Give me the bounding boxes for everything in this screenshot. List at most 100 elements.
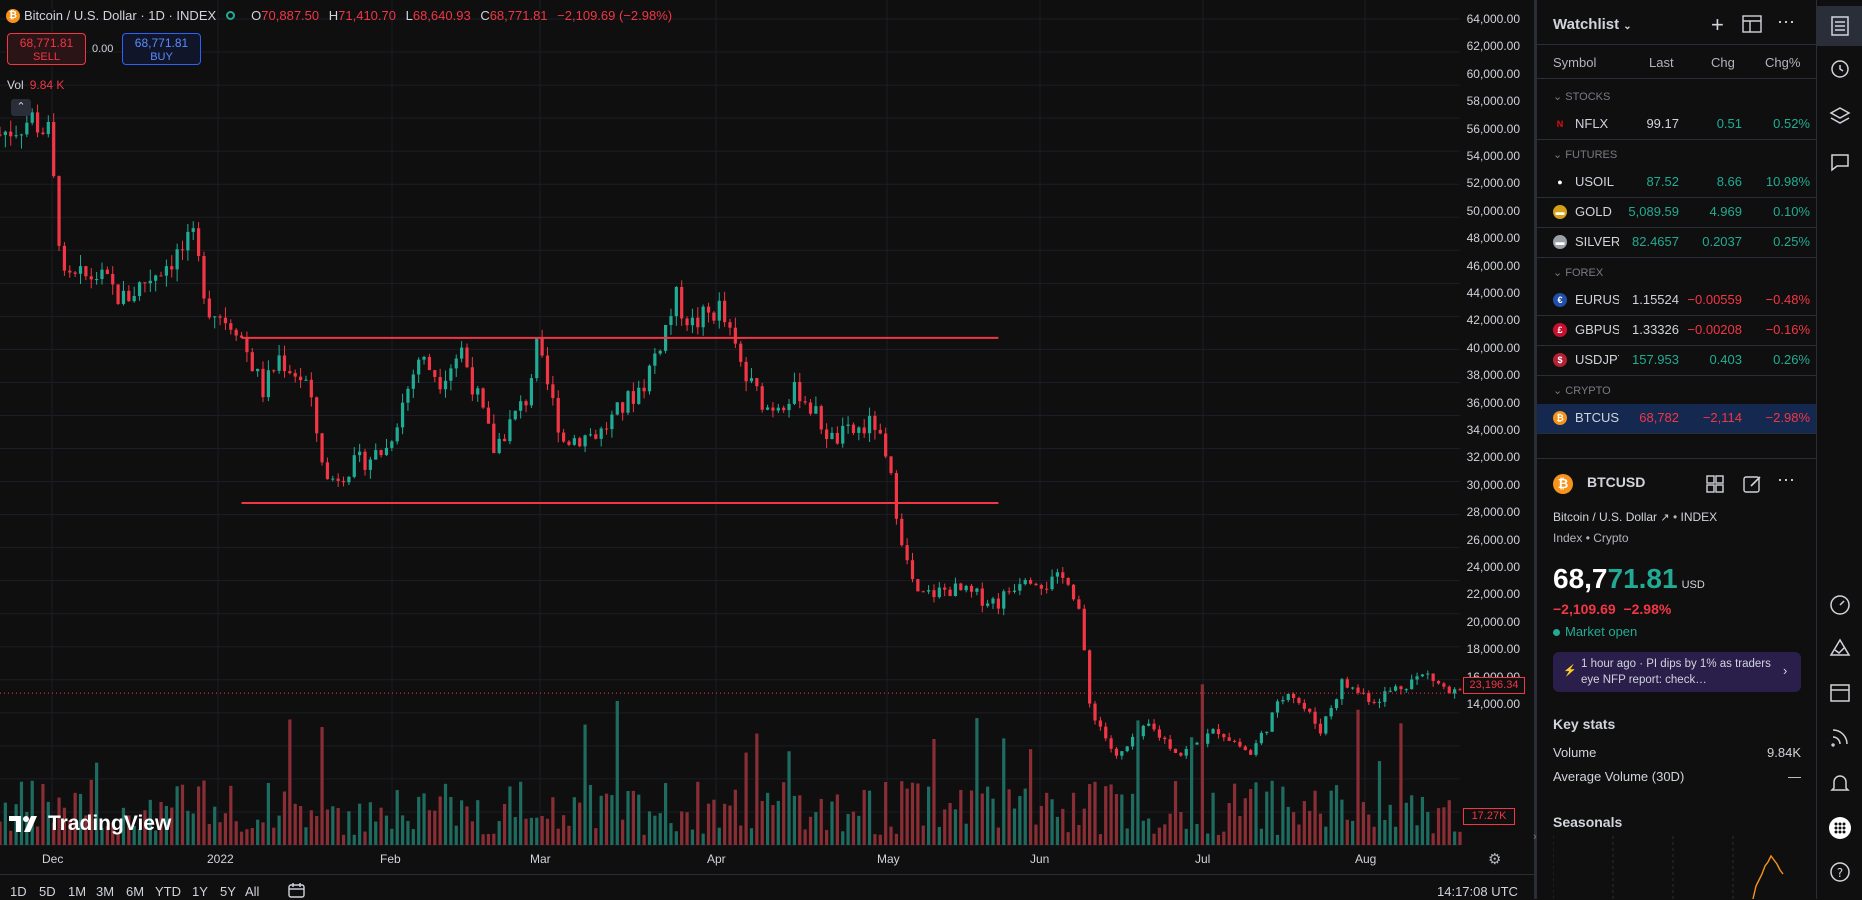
watchlist-row-eurusd[interactable]: € EURUSD 1.15524 −0.00559 −0.48% <box>1537 286 1816 315</box>
news-card[interactable]: ⚡ 1 hour ago · PI dips by 1% as traders … <box>1553 652 1801 692</box>
section-header-futures[interactable]: ⌄ FUTURES <box>1553 149 1618 161</box>
range-button-5y[interactable]: 5Y <box>220 884 236 899</box>
panel-divider[interactable] <box>1534 0 1537 899</box>
tradingview-logo[interactable]: TradingView <box>9 812 171 836</box>
column-chg[interactable]: Chg <box>1711 55 1735 70</box>
volume-bar <box>1436 808 1441 845</box>
range-button-5d[interactable]: 5D <box>39 884 56 899</box>
performance-tool[interactable] <box>1817 585 1862 625</box>
watchlist-row-gbpusd[interactable]: £ GBPUSD 1.33326 −0.00208 −0.16% <box>1537 316 1816 345</box>
seasonals-chart[interactable] <box>1553 836 1803 899</box>
price-axis-tick: 54,000.00 <box>1466 149 1520 163</box>
watchlist-tool[interactable] <box>1817 6 1862 46</box>
advanced-view-icon[interactable] <box>1742 15 1762 33</box>
date-range-calendar-icon[interactable] <box>288 882 306 898</box>
axis-settings-icon[interactable]: ⚙ <box>1488 851 1502 868</box>
candle-body <box>213 316 217 318</box>
svg-text:?: ? <box>1837 866 1843 880</box>
seasonals-title[interactable]: Seasonals <box>1553 814 1623 830</box>
column-last[interactable]: Last <box>1649 55 1674 70</box>
range-button-1m[interactable]: 1M <box>68 884 87 899</box>
notifications-tool[interactable] <box>1817 763 1862 803</box>
candle-body <box>304 379 308 381</box>
candle-body <box>427 356 432 371</box>
volume-bar <box>1007 789 1011 845</box>
column-chg-percent[interactable]: Chg% <box>1765 55 1801 70</box>
candle-body <box>1195 742 1199 745</box>
ideas-tool[interactable] <box>1817 628 1862 668</box>
candle-body <box>288 371 292 374</box>
volume-bar <box>1351 820 1355 845</box>
collapse-panel-icon[interactable]: › <box>1533 831 1537 843</box>
row-change-percent: −0.48% <box>1765 292 1810 307</box>
price-axis-tick: 30,000.00 <box>1466 477 1520 492</box>
add-symbol-icon[interactable]: + <box>1711 12 1724 37</box>
volume-bar <box>1039 805 1043 845</box>
edit-note-icon[interactable] <box>1742 474 1762 494</box>
range-button-ytd[interactable]: YTD <box>155 884 181 899</box>
chart-area[interactable]: ₿ Bitcoin / U.S. Dollar · 1D · INDEX O70… <box>0 0 1534 874</box>
watchlist-row-silver[interactable]: ▬ SILVER 82.4657 0.2037 0.25% <box>1537 228 1816 257</box>
calendar-tool[interactable] <box>1817 672 1862 712</box>
price-chart[interactable] <box>0 0 1534 874</box>
sell-button[interactable]: 68,771.81 SELL <box>7 33 86 65</box>
utc-clock[interactable]: 14:17:08 UTC <box>1437 884 1518 899</box>
volume-bar <box>1163 824 1167 845</box>
spread-value: 0.00 <box>92 43 114 55</box>
volume-bar <box>975 718 979 845</box>
help-tool[interactable]: ? <box>1817 852 1862 892</box>
range-button-1d[interactable]: 1D <box>10 884 27 899</box>
row-last: 5,089.59 <box>1628 204 1679 219</box>
alerts-tool[interactable] <box>1817 48 1862 88</box>
detail-more-icon[interactable]: ⋯ <box>1777 470 1795 490</box>
layers-tool[interactable] <box>1817 96 1862 136</box>
oil-drop-icon: ● <box>1553 175 1567 189</box>
candle-body <box>89 276 93 280</box>
watchlist-title[interactable]: Watchlist ⌄ <box>1553 16 1632 33</box>
news-feed-tool[interactable] <box>1817 717 1862 757</box>
range-button-3m[interactable]: 3M <box>96 884 115 899</box>
volume-bar <box>427 810 432 845</box>
volume-bar <box>535 817 539 845</box>
volume-bar <box>621 819 625 845</box>
range-button-6m[interactable]: 6M <box>126 884 145 899</box>
more-options-icon[interactable]: ⋯ <box>1777 12 1795 32</box>
column-symbol[interactable]: Symbol <box>1553 55 1597 70</box>
section-header-stocks[interactable]: ⌄ STOCKS <box>1553 91 1611 103</box>
candle-body <box>132 296 136 302</box>
volume-bar <box>1238 816 1242 845</box>
volume-bar <box>1442 807 1446 845</box>
watchlist-row-nflx[interactable]: N NFLX 99.17 0.51 0.52% <box>1537 110 1816 139</box>
buy-button[interactable]: 68,771.81 BUY <box>122 33 201 65</box>
collapse-legend-button[interactable]: ⌃ <box>11 99 31 116</box>
candle-body <box>1152 723 1156 730</box>
section-header-crypto[interactable]: ⌄ CRYPTO <box>1553 385 1611 397</box>
grid-layout-icon[interactable] <box>1705 474 1725 494</box>
range-button-all[interactable]: All <box>245 884 260 899</box>
candle-body <box>320 433 324 463</box>
volume-bar <box>164 805 169 845</box>
volume-bar <box>830 801 834 845</box>
symbol-title[interactable]: Bitcoin / U.S. Dollar · 1D · INDEX <box>24 8 217 23</box>
row-symbol: BTCUSD <box>1575 410 1619 425</box>
watchlist-row-usdjpy[interactable]: $ USDJPY 157.953 0.403 0.26% <box>1537 346 1816 375</box>
volume-bar <box>486 834 491 845</box>
apps-tool[interactable] <box>1817 808 1862 848</box>
watchlist-row-btcusd[interactable]: ₿ BTCUSD 68,782 −2,114 −2.98% <box>1537 404 1816 433</box>
volume-bar <box>889 826 893 845</box>
chats-tool[interactable] <box>1817 142 1862 182</box>
candle-body <box>905 545 909 561</box>
section-header-forex[interactable]: ⌄ FOREX <box>1553 267 1604 279</box>
status-dot-icon <box>1553 629 1560 636</box>
volume-bar <box>669 823 673 845</box>
volume-bar <box>959 789 963 845</box>
range-button-1y[interactable]: 1Y <box>192 884 208 899</box>
stat-volume-label: Volume <box>1553 745 1597 760</box>
key-stats-title[interactable]: Key stats <box>1553 716 1616 732</box>
watchlist-row-usoil[interactable]: ● USOIL 87.52 8.66 10.98% <box>1537 168 1816 197</box>
candle-body <box>384 447 389 456</box>
watchlist-row-gold[interactable]: ▬ GOLD 5,089.59 4.969 0.10% <box>1537 198 1816 227</box>
candle-body <box>508 419 512 442</box>
detail-full-name[interactable]: Bitcoin / U.S. Dollar ↗ • INDEX <box>1553 510 1718 524</box>
candle-body <box>808 402 813 414</box>
